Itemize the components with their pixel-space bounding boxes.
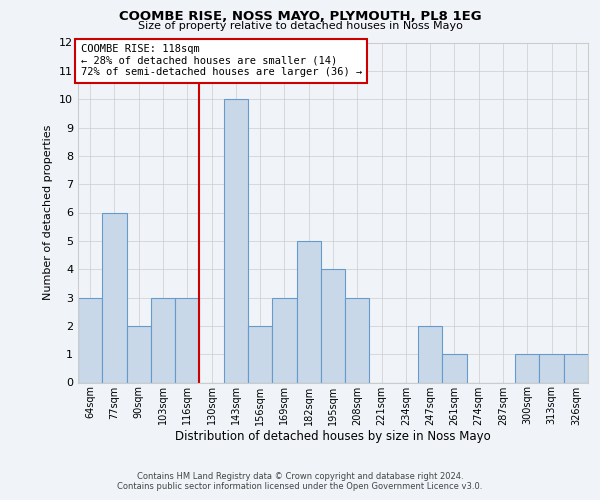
- Bar: [564, 354, 588, 382]
- Text: Contains HM Land Registry data © Crown copyright and database right 2024.
Contai: Contains HM Land Registry data © Crown c…: [118, 472, 482, 491]
- Bar: [127, 326, 151, 382]
- Bar: [442, 354, 467, 382]
- Bar: [224, 99, 248, 382]
- Bar: [175, 298, 199, 382]
- Y-axis label: Number of detached properties: Number of detached properties: [43, 125, 53, 300]
- Bar: [151, 298, 175, 382]
- Bar: [296, 241, 321, 382]
- X-axis label: Distribution of detached houses by size in Noss Mayo: Distribution of detached houses by size …: [175, 430, 491, 443]
- Bar: [272, 298, 296, 382]
- Bar: [345, 298, 370, 382]
- Text: COOMBE RISE: 118sqm
← 28% of detached houses are smaller (14)
72% of semi-detach: COOMBE RISE: 118sqm ← 28% of detached ho…: [80, 44, 362, 78]
- Bar: [515, 354, 539, 382]
- Bar: [248, 326, 272, 382]
- Text: COOMBE RISE, NOSS MAYO, PLYMOUTH, PL8 1EG: COOMBE RISE, NOSS MAYO, PLYMOUTH, PL8 1E…: [119, 10, 481, 23]
- Bar: [539, 354, 564, 382]
- Bar: [78, 298, 102, 382]
- Text: Size of property relative to detached houses in Noss Mayo: Size of property relative to detached ho…: [137, 21, 463, 31]
- Bar: [321, 269, 345, 382]
- Bar: [418, 326, 442, 382]
- Bar: [102, 212, 127, 382]
